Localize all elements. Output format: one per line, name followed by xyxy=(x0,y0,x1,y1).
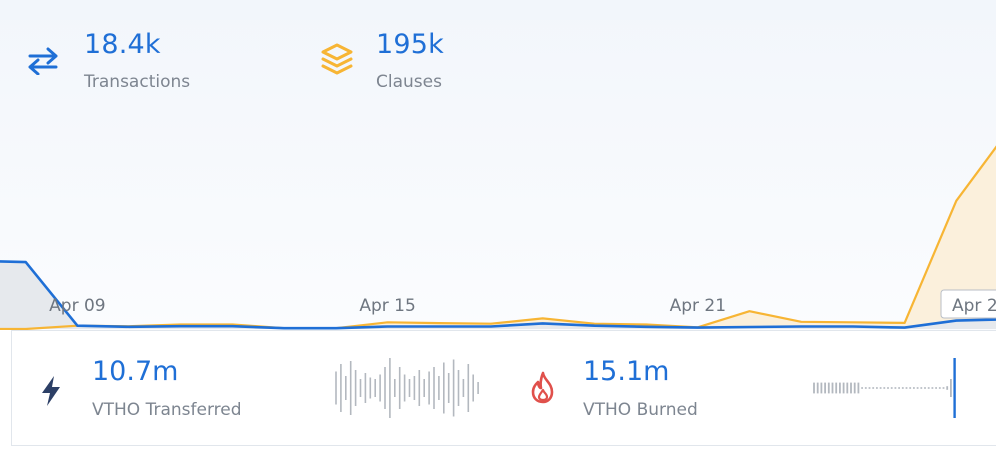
clauses-label: Clauses xyxy=(376,72,442,92)
x-tick-label: Apr 09 xyxy=(49,296,105,316)
clauses-stat: 195k Clauses xyxy=(300,0,600,110)
x-tick-label: Apr 21 xyxy=(670,296,726,316)
stacked-layers-icon xyxy=(320,42,354,82)
x-tick-highlight-box xyxy=(940,289,996,319)
vtho-burned-sparkline xyxy=(813,358,956,418)
vtho-stats-row: 10.7m VTHO Transferred 15.1m VTHO Burned xyxy=(0,330,996,449)
vtho-burned-card: 15.1m VTHO Burned xyxy=(503,330,996,446)
swap-arrows-icon xyxy=(26,47,60,79)
flame-icon xyxy=(529,371,557,409)
clauses-series-area xyxy=(0,147,996,329)
transactions-series-line xyxy=(0,260,996,330)
stats-chart-panel: Apr 09 Apr 15 Apr 21 Apr 27 18.4k Transacti… xyxy=(0,0,996,330)
transactions-label: Transactions xyxy=(84,72,191,92)
vtho-transferred-value: 10.7m xyxy=(92,356,179,387)
vtho-transferred-sparkline xyxy=(335,358,479,418)
vtho-transferred-card: 10.7m VTHO Transferred xyxy=(11,330,504,446)
transactions-value: 18.4k xyxy=(84,29,161,60)
clauses-value: 195k xyxy=(376,29,444,60)
activity-line-chart[interactable]: Apr 09 Apr 15 Apr 21 Apr 27 xyxy=(0,0,996,330)
transactions-series-area xyxy=(0,261,996,329)
vtho-burned-label: VTHO Burned xyxy=(583,400,698,420)
lightning-bolt-icon xyxy=(39,375,63,411)
x-tick-label: Apr 15 xyxy=(359,296,415,316)
clauses-series-line xyxy=(0,145,996,330)
transactions-stat: 18.4k Transactions xyxy=(0,0,300,110)
x-tick-label: Apr 27 xyxy=(952,296,996,316)
vtho-burned-value: 15.1m xyxy=(583,356,670,387)
vtho-transferred-label: VTHO Transferred xyxy=(92,400,242,420)
